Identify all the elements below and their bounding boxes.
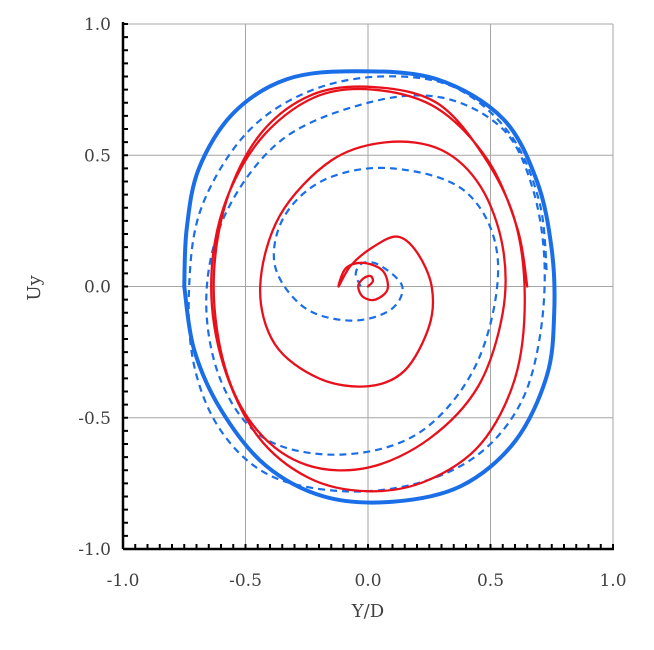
y-tick-label: 0.5 xyxy=(84,146,111,166)
y-tick-label: -0.5 xyxy=(78,409,111,429)
x-tick-label: 0.5 xyxy=(477,571,504,591)
x-axis-title: Y/D xyxy=(351,601,384,622)
x-tick-label: 0.0 xyxy=(354,571,381,591)
series-1-line xyxy=(182,69,557,505)
x-tick-label: -0.5 xyxy=(229,571,262,591)
y-tick-label: -1.0 xyxy=(78,540,111,560)
series-2-line xyxy=(187,75,548,493)
y-tick-label: 1.0 xyxy=(84,15,111,35)
series-layer xyxy=(182,69,557,505)
axes xyxy=(121,22,614,551)
y-axis-title: Uy xyxy=(24,275,45,301)
y-tick-label: 0.0 xyxy=(84,278,111,298)
x-tick-label: -1.0 xyxy=(107,571,140,591)
x-tick-label: 1.0 xyxy=(599,571,626,591)
tick-labels: -1.0 -0.5 0.0 0.5 1.0 -1.0 -0.5 0.0 0.5 1.0 xyxy=(78,15,626,591)
series-3-line xyxy=(210,85,529,493)
